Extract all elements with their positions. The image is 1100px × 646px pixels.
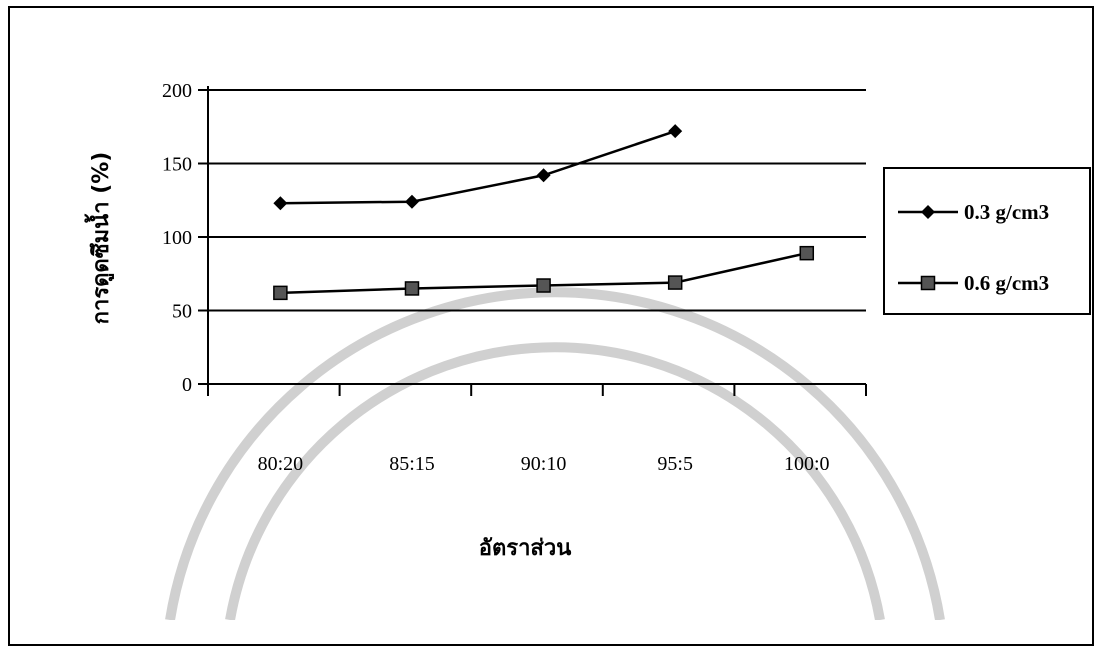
y-tick-labels: 0 50 100 150 200 <box>162 80 192 396</box>
x-tick-label-1: 85:15 <box>389 453 435 475</box>
legend-marker-0 <box>921 205 935 219</box>
x-tick-label-3: 95:5 <box>657 453 693 475</box>
data-point-1-0 <box>273 285 288 301</box>
x-tick-label-4: 100:0 <box>784 453 830 475</box>
x-axis-title: อัตราส่วน <box>479 536 572 561</box>
line-chart: 0 50 100 150 200 80:20 85:15 90:10 95:5 100:0 กา… <box>84 80 1091 620</box>
data-point-0-3 <box>668 124 683 139</box>
legend-label-0: 0.3 g/cm3 <box>964 200 1049 224</box>
series-layer <box>273 124 815 301</box>
series-0 <box>273 124 683 211</box>
legend-marker-1 <box>920 275 936 291</box>
legend-label-1: 0.6 g/cm3 <box>964 271 1049 295</box>
series-line-0 <box>280 129 676 205</box>
data-point-0-2 <box>536 168 551 183</box>
y-tick-label-200: 200 <box>162 80 192 102</box>
series-1 <box>273 245 815 301</box>
grid-lines <box>208 89 866 312</box>
y-tick-label-150: 150 <box>162 154 192 176</box>
x-tick-label-2: 90:10 <box>521 453 567 475</box>
x-tick-labels: 80:20 85:15 90:10 95:5 100:0 <box>258 453 830 475</box>
axes <box>198 86 867 396</box>
data-point-0-1 <box>404 194 419 209</box>
data-point-0-0 <box>273 196 288 211</box>
data-point-1-3 <box>667 275 683 290</box>
data-point-1-1 <box>404 281 420 296</box>
data-point-1-4 <box>799 245 815 261</box>
y-tick-label-100: 100 <box>162 227 192 249</box>
legend-box <box>883 167 1091 315</box>
watermark-seal <box>165 287 945 620</box>
data-point-1-2 <box>536 278 551 293</box>
y-tick-label-0: 0 <box>182 374 192 396</box>
x-tick-label-0: 80:20 <box>258 453 304 475</box>
legend: 0.3 g/cm3 0.6 g/cm3 <box>883 167 1091 315</box>
y-axis-title: การดูดซึมน้ำ (%) <box>84 152 115 325</box>
y-tick-label-50: 50 <box>172 301 192 323</box>
